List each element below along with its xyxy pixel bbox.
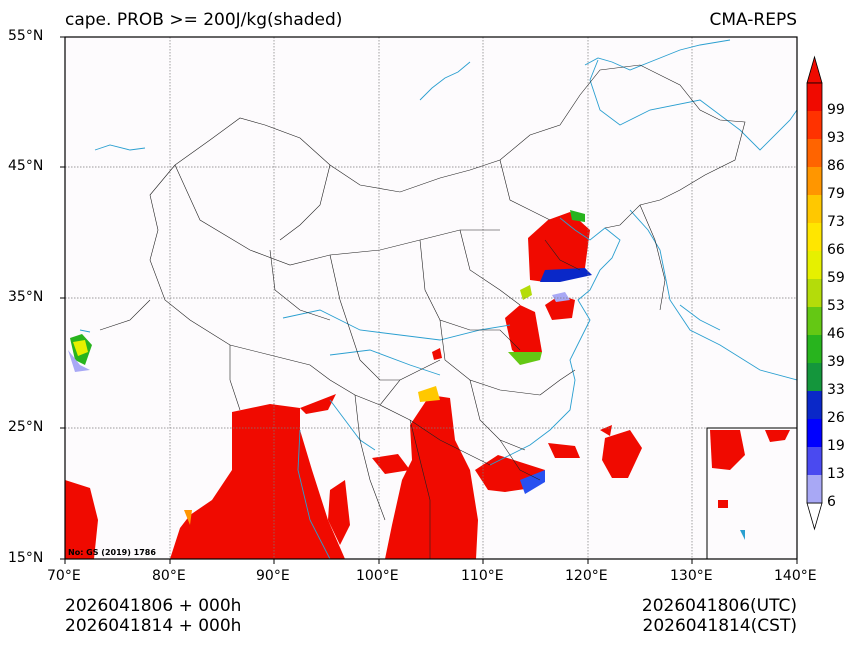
init-time-utc-forecast: 2026041806 + 000h bbox=[65, 596, 242, 616]
footer-right: 2026041806(UTC) 2026041814(CST) bbox=[642, 596, 797, 636]
colorbar-segment-99 bbox=[807, 83, 822, 111]
colorbar-segment-33 bbox=[807, 363, 822, 391]
lon-label-80: 80°E bbox=[152, 568, 186, 584]
colorbar-extend-high bbox=[806, 55, 823, 84]
political-boundaries bbox=[99, 64, 746, 559]
colorbar-label-79: 79 bbox=[827, 186, 845, 202]
lon-label-140: 140°E bbox=[774, 568, 817, 584]
colorbar-frame bbox=[806, 82, 823, 504]
colorbar-segment-46 bbox=[807, 307, 822, 335]
lat-label-55: 55°N bbox=[8, 28, 44, 44]
axis-ticks bbox=[60, 36, 798, 564]
lat-label-45: 45°N bbox=[8, 158, 44, 174]
colorbar-segment-19 bbox=[807, 419, 822, 447]
cape-probability-shading bbox=[65, 210, 642, 559]
colorbar-label-99: 99 bbox=[827, 102, 845, 118]
colorbar-segment-39 bbox=[807, 335, 822, 363]
colorbar-label-33: 33 bbox=[827, 382, 845, 398]
lon-label-110: 110°E bbox=[461, 568, 504, 584]
colorbar-segment-93 bbox=[807, 111, 822, 139]
colorbar-label-93: 93 bbox=[827, 130, 845, 146]
colorbar-segment-6 bbox=[807, 475, 822, 503]
colorbar-segment-73 bbox=[807, 195, 822, 223]
inset-shading bbox=[710, 430, 790, 540]
colorbar-segment-86 bbox=[807, 139, 822, 167]
valid-time-utc: 2026041806(UTC) bbox=[641, 596, 797, 616]
colorbar-label-53: 53 bbox=[827, 298, 845, 314]
colorbar-label-13: 13 bbox=[827, 466, 845, 482]
colorbar-label-46: 46 bbox=[827, 326, 845, 342]
colorbar-label-66: 66 bbox=[827, 242, 845, 258]
map-approval-note: No: GS (2019) 1786 bbox=[68, 548, 156, 557]
colorbar-segment-66 bbox=[807, 223, 822, 251]
colorbar-segment-79 bbox=[807, 167, 822, 195]
coastlines bbox=[79, 39, 797, 559]
colorbar-segment-26 bbox=[807, 391, 822, 419]
colorbar-label-26: 26 bbox=[827, 410, 845, 426]
colorbar-label-73: 73 bbox=[827, 214, 845, 230]
lat-label-15: 15°N bbox=[8, 550, 44, 566]
colorbar-label-19: 19 bbox=[827, 438, 845, 454]
colorbar-label-39: 39 bbox=[827, 354, 845, 370]
colorbar-segment-13 bbox=[807, 447, 822, 475]
lon-label-120: 120°E bbox=[565, 568, 608, 584]
colorbar-extend-low bbox=[806, 502, 823, 531]
lat-label-25: 25°N bbox=[8, 419, 44, 435]
lat-label-35: 35°N bbox=[8, 289, 44, 305]
colorbar-segment-59 bbox=[807, 251, 822, 279]
lon-label-130: 130°E bbox=[670, 568, 713, 584]
colorbar-segment-53 bbox=[807, 279, 822, 307]
colorbar-label-59: 59 bbox=[827, 270, 845, 286]
colorbar-label-6: 6 bbox=[827, 494, 836, 510]
init-time-cst-forecast: 2026041814 + 000h bbox=[65, 616, 242, 636]
map-gridlines bbox=[65, 37, 797, 559]
colorbar-label-86: 86 bbox=[827, 158, 845, 174]
lon-label-90: 90°E bbox=[256, 568, 290, 584]
lon-label-100: 100°E bbox=[356, 568, 399, 584]
valid-time-cst: 2026041814(CST) bbox=[642, 616, 797, 636]
chart-title: cape. PROB >= 200J/kg(shaded) bbox=[65, 10, 343, 30]
model-name: CMA-REPS bbox=[709, 10, 797, 30]
footer-left: 2026041806 + 000h 2026041814 + 000h bbox=[65, 596, 241, 636]
colorbar bbox=[806, 55, 823, 531]
lon-label-70: 70°E bbox=[47, 568, 81, 584]
